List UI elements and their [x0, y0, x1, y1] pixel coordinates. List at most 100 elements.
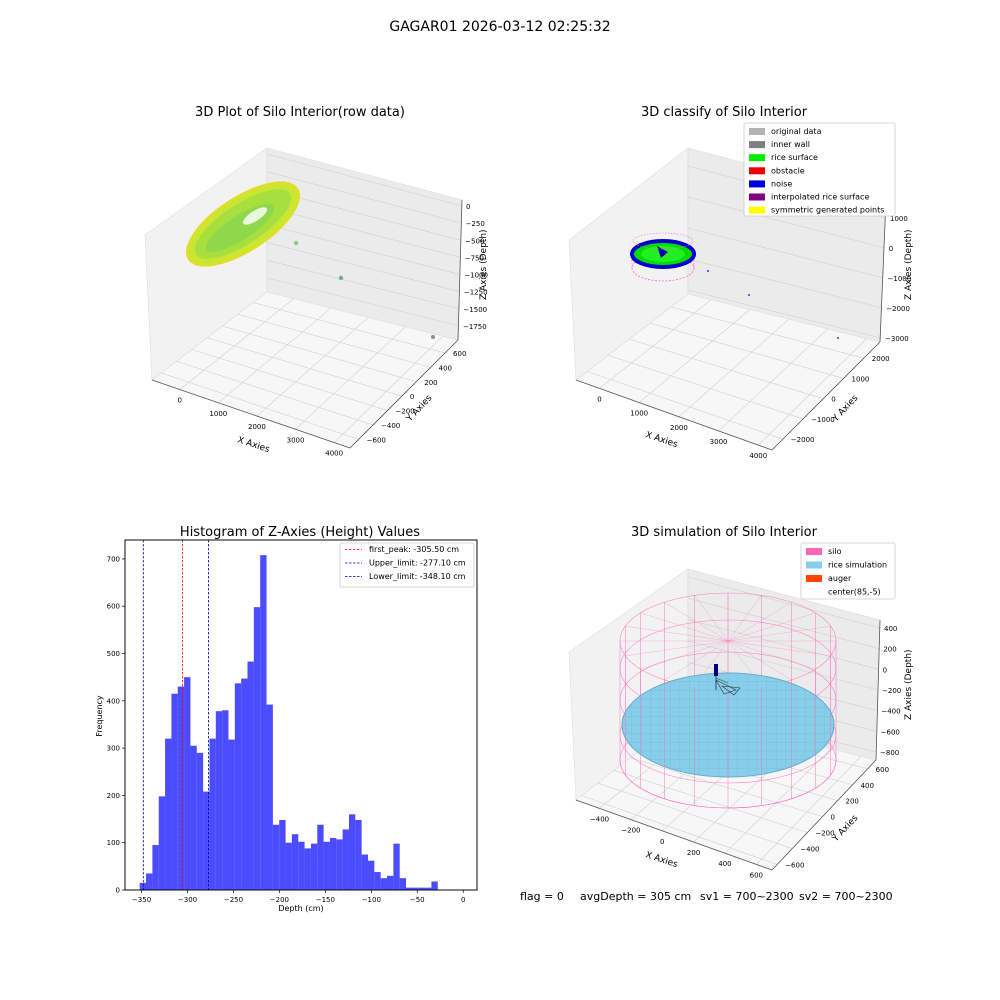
- simulation-zlabel: Z Axies (Depth): [904, 649, 914, 720]
- cls-z-tick-label: −2000: [886, 305, 910, 313]
- cls-y-tick-label: −1000: [811, 416, 835, 424]
- panel-raw-title: 3D Plot of Silo Interior(row data): [195, 105, 405, 120]
- legend-entry-label: rice surface: [771, 153, 818, 162]
- histogram-legend-label: Upper_limit: -277.10 cm: [369, 559, 466, 568]
- sim-y-tick-label: −400: [800, 846, 819, 854]
- histogram-bar: [152, 845, 159, 890]
- histogram-bar: [266, 704, 273, 890]
- raw-y-tick-label: 400: [439, 364, 452, 372]
- histogram-bar: [253, 607, 261, 890]
- silo-front-ring: [619, 759, 837, 809]
- histogram-bar: [184, 677, 191, 890]
- raw-z-tick-label: −1250: [464, 289, 488, 297]
- legend-entry-label: rice simulation: [828, 561, 887, 570]
- histogram-x-tick-label: −250: [224, 896, 243, 904]
- classify-legend: original data inner wall rice surface obsta…: [743, 122, 896, 217]
- raw-surface-points: [185, 181, 301, 267]
- histogram-bar: [323, 841, 330, 890]
- histogram-bar: [418, 887, 426, 890]
- footer-flag: flag = 0: [520, 890, 564, 903]
- silo-roof-spoke: [694, 595, 729, 642]
- sim-z-tick-label: −400: [881, 708, 900, 716]
- panel-classify-3d: 3D classify of Silo Interior 0 1000 2000 30…: [568, 105, 914, 460]
- cls-z-tick-label: 0: [889, 245, 893, 253]
- histogram-bar: [336, 839, 343, 890]
- histogram-bar: [387, 875, 394, 890]
- histogram-bar: [317, 824, 324, 890]
- sim-z-tick-label: −800: [880, 749, 899, 757]
- histogram-bar: [380, 878, 388, 890]
- legend-entry-label: center(85,-5): [828, 588, 881, 597]
- histogram-y-tick-label: 100: [107, 839, 120, 847]
- classify-z-ticks: 1000 0 −1000 −2000 −3000: [885, 215, 911, 343]
- histogram-bar: [228, 739, 235, 890]
- sim-x-tick-label: 0: [660, 838, 664, 846]
- sim-y-tick-label: −200: [815, 830, 834, 838]
- raw-x-tick-label: 1000: [209, 410, 227, 418]
- histogram-y-tick-label: 0: [116, 887, 120, 895]
- histogram-bar: [171, 693, 178, 890]
- raw-zlabel: Z Axies (Depth): [479, 229, 489, 300]
- histogram-bar: [355, 820, 362, 890]
- simulation-legend: silo rice simulation auger center(85,-5): [800, 542, 896, 600]
- panel-simulation-title: 3D simulation of Silo Interior: [631, 525, 818, 540]
- classify-zlabel: Z Axies (Depth): [904, 229, 914, 300]
- histogram-y-tick-label: 200: [107, 792, 120, 800]
- panel-simulation-3d: 3D simulation of Silo Interior −400 −200 0…: [568, 525, 914, 879]
- raw-y-tick-label: −600: [367, 436, 386, 444]
- cls-legend-items-swatch: [749, 206, 765, 214]
- silo-roof-spoke: [640, 612, 729, 642]
- histogram-bar: [177, 686, 185, 890]
- legend-entry-label: silo: [828, 547, 842, 556]
- histogram-x-tick-label: −300: [178, 896, 197, 904]
- histogram-x-tick-label: −350: [132, 896, 151, 904]
- histogram-bar: [361, 854, 368, 890]
- cls-legend-items-swatch: [749, 128, 765, 135]
- cls-z-tick-label: −1000: [888, 275, 912, 283]
- histogram-x-tick-label: −100: [362, 896, 381, 904]
- silo-roof-spoke: [625, 625, 729, 642]
- sim-x-tick-label: −400: [590, 815, 609, 823]
- histogram-bar: [348, 814, 356, 890]
- histogram-y-tick-label: 400: [107, 697, 120, 705]
- histogram-bar: [260, 555, 267, 890]
- histogram-x-tick-label: −150: [316, 896, 335, 904]
- panel-histogram: Histogram of Z-Axies (Height) Values −35…: [95, 525, 478, 913]
- simulation-xlabel: X Axies: [644, 850, 679, 870]
- raw-z-tick-label: 0: [466, 203, 470, 211]
- sim-z-tick-label: 0: [883, 666, 887, 674]
- cls-legend-items-swatch: [749, 193, 765, 201]
- histogram-bar: [165, 738, 172, 890]
- raw-axes-box: [144, 147, 463, 449]
- cls-legend-items-swatch: [749, 180, 765, 188]
- legend-entry-label: auger: [828, 574, 852, 583]
- raw-z-tick-label: −1750: [463, 323, 487, 331]
- simulation-silo-front: [619, 641, 837, 809]
- footer-avg-depth: avgDepth = 305 cm: [580, 890, 691, 903]
- sim-y-tick-label: 200: [846, 798, 859, 806]
- histogram-x-ticks: −350 −300 −250 −200 −150 −100 −50 0: [132, 890, 465, 904]
- histogram-bar: [285, 842, 292, 890]
- silo-roof-spoke: [727, 640, 816, 670]
- histogram-bar: [146, 873, 153, 890]
- silo-roof-spoke: [640, 640, 729, 670]
- histogram-bar: [247, 661, 254, 890]
- simulation-x-ticks: −400 −200 0 200 400 600: [590, 815, 763, 879]
- histogram-vlines: [142, 540, 209, 890]
- simulation-auger: [714, 664, 741, 696]
- histogram-bar: [310, 843, 318, 890]
- histogram-bar: [241, 678, 248, 890]
- raw-x-ticks: 0 1000 2000 3000 4000: [177, 397, 343, 458]
- raw-z-tick-label: −1500: [463, 306, 487, 314]
- silo-roof-spoke: [625, 640, 729, 657]
- histogram-bar: [139, 882, 147, 890]
- histogram-bar: [367, 860, 375, 890]
- histogram-bar: [158, 796, 166, 890]
- raw-y-tick-label: 0: [410, 393, 414, 401]
- raw-x-tick-label: 4000: [325, 450, 343, 458]
- raw-y-tick-label: −400: [381, 422, 400, 430]
- histogram-legend-label: first_peak: -305.50 cm: [369, 545, 459, 554]
- sim-x-tick-label: 200: [687, 849, 700, 857]
- sim-legend-items-swatch: [806, 561, 822, 569]
